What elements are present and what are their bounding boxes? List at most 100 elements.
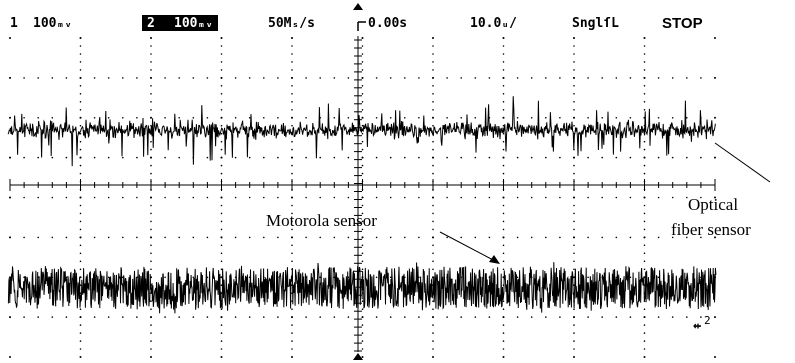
grid-dot bbox=[361, 308, 364, 311]
grid-dot bbox=[615, 316, 618, 318]
grid-dot bbox=[319, 156, 322, 159]
grid-dot bbox=[418, 316, 420, 318]
grid-dot bbox=[516, 276, 519, 279]
grid-dot bbox=[333, 196, 336, 199]
grid-dot bbox=[220, 156, 223, 159]
grid-dot bbox=[389, 196, 392, 199]
grid-dot bbox=[530, 196, 533, 199]
trigger-top-marker bbox=[353, 3, 363, 10]
grid-dot bbox=[220, 260, 223, 263]
grid-dot bbox=[220, 204, 223, 207]
grid-dot bbox=[573, 53, 575, 55]
grid-dot bbox=[79, 268, 82, 271]
grid-dot bbox=[192, 276, 195, 279]
grid-dot bbox=[714, 156, 716, 159]
grid-dot bbox=[93, 77, 96, 79]
grid-dot bbox=[220, 37, 223, 39]
grid-dot bbox=[573, 236, 575, 239]
grid-dot bbox=[220, 124, 223, 127]
grid-dot bbox=[79, 308, 82, 311]
grid-dot bbox=[361, 164, 364, 167]
grid-dot bbox=[587, 276, 589, 279]
grid-dot bbox=[516, 77, 519, 79]
grid-dot bbox=[79, 156, 82, 159]
grid-dot bbox=[629, 236, 632, 239]
motorola-arrowhead bbox=[489, 255, 500, 264]
grid-dot bbox=[277, 196, 279, 199]
grid-dot bbox=[347, 117, 350, 119]
grid-dot bbox=[150, 316, 152, 318]
grid-dot bbox=[220, 69, 223, 71]
trigger-position: 0.00s bbox=[368, 16, 407, 31]
grid-dot bbox=[643, 268, 646, 271]
grid-dot bbox=[714, 236, 716, 239]
grid-dot bbox=[333, 236, 336, 239]
grid-dot bbox=[404, 196, 406, 199]
grid-dot bbox=[220, 308, 223, 311]
trigger-mode: SnglſL bbox=[572, 16, 619, 31]
ch2-highlight bbox=[142, 15, 218, 31]
grid-dot bbox=[150, 348, 152, 350]
grid-dot bbox=[79, 116, 82, 119]
grid-dot bbox=[79, 61, 82, 63]
grid-dot bbox=[361, 77, 364, 79]
grid-dot bbox=[150, 228, 152, 231]
grid-dot bbox=[291, 53, 293, 55]
grid-dot bbox=[530, 316, 533, 318]
grid-dot bbox=[361, 252, 364, 255]
grid-dot bbox=[319, 196, 322, 199]
grid-dot bbox=[220, 244, 223, 247]
grid-dot bbox=[220, 348, 223, 350]
grid-dot bbox=[361, 172, 364, 175]
grid-dot bbox=[432, 116, 434, 119]
ch2-scale: 100ₘᵥ bbox=[174, 16, 213, 31]
grid-dot bbox=[361, 69, 364, 71]
grid-dot bbox=[432, 172, 434, 175]
grid-dot bbox=[629, 316, 632, 318]
grid-dot bbox=[23, 117, 25, 119]
grid-dot bbox=[79, 101, 82, 103]
grid-dot bbox=[291, 228, 293, 231]
grid-dot bbox=[79, 69, 82, 71]
grid-dot bbox=[404, 117, 406, 119]
grid-dot bbox=[248, 117, 251, 119]
grid-dot bbox=[248, 316, 251, 318]
grid-dot bbox=[361, 220, 364, 223]
grid-dot bbox=[291, 101, 293, 103]
grid-dot bbox=[79, 340, 82, 342]
grid-dot bbox=[150, 252, 152, 255]
grid-dot bbox=[150, 53, 152, 55]
grid-dot bbox=[79, 37, 82, 39]
grid-dot bbox=[601, 117, 603, 119]
grid-dot bbox=[178, 316, 180, 318]
grid-dot bbox=[404, 316, 406, 318]
grid-dot bbox=[573, 93, 575, 95]
grid-dot bbox=[418, 156, 420, 159]
grid-dot bbox=[291, 172, 293, 175]
grid-dot bbox=[657, 196, 660, 199]
grid-dot bbox=[361, 236, 364, 239]
grid-dot bbox=[573, 85, 575, 87]
grid-dot bbox=[361, 140, 364, 143]
ch2-number: 2 bbox=[147, 16, 155, 31]
grid-dot bbox=[432, 93, 434, 95]
grid-dot bbox=[432, 156, 434, 159]
grid-dot bbox=[347, 316, 350, 318]
grid-dot bbox=[79, 204, 82, 207]
grid-dot bbox=[37, 236, 39, 239]
grid-dot bbox=[361, 268, 364, 271]
ch2-ground-marker: ⇷ 2 bbox=[693, 314, 711, 334]
grid-dot bbox=[150, 172, 152, 175]
grid-dot bbox=[714, 356, 716, 358]
grid-dot bbox=[502, 252, 505, 255]
grid-dot bbox=[615, 117, 618, 119]
grid-dot bbox=[361, 132, 364, 135]
grid-dot bbox=[79, 77, 82, 79]
grid-dot bbox=[643, 340, 646, 342]
grid-dot bbox=[93, 236, 96, 239]
grid-dot bbox=[291, 196, 293, 199]
grid-dot bbox=[178, 117, 180, 119]
grid-dot bbox=[220, 85, 223, 87]
grid-dot bbox=[220, 148, 223, 151]
grid-dot bbox=[192, 236, 195, 239]
